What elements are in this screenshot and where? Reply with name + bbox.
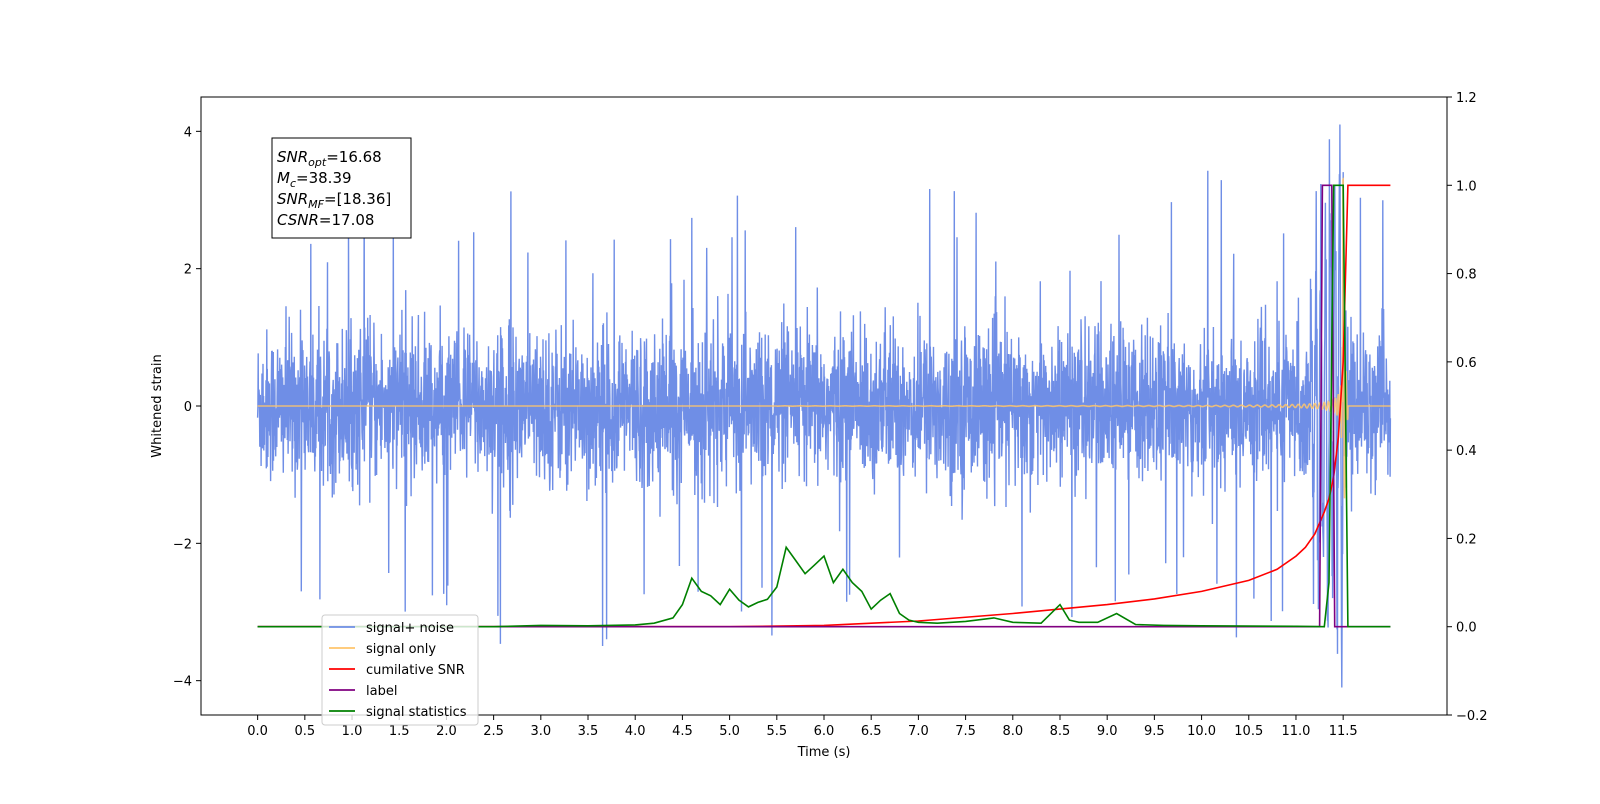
annotation-subscript: MF <box>308 198 324 211</box>
legend-entry-label: signal only <box>366 642 436 657</box>
y-tick-label-left: −4 <box>173 675 192 690</box>
annotation-frame <box>271 137 412 239</box>
y-tick-label-right: 1.2 <box>1456 91 1477 106</box>
y-tick-label-right: 0.8 <box>1456 268 1477 283</box>
annotation-value: =17.08 <box>319 211 375 229</box>
series-line-signal-noise <box>256 124 1392 688</box>
y-tick-label-right: 1.0 <box>1456 179 1477 194</box>
x-tick-label: 10.0 <box>1187 724 1216 739</box>
x-tick-label: 4.5 <box>672 724 693 739</box>
y-tick-label-right: 0.2 <box>1456 532 1477 547</box>
series-line-cumilative-snr <box>257 184 1391 628</box>
x-tick-label: 0.0 <box>247 724 268 739</box>
legend-entry-label: cumilative SNR <box>366 663 465 678</box>
annotation-subscript: opt <box>308 156 327 169</box>
annotation-value: =[18.36] <box>324 190 391 208</box>
x-tick-label: 7.5 <box>955 724 976 739</box>
x-tick-label: 6.5 <box>861 724 882 739</box>
x-tick-label: 2.5 <box>483 724 504 739</box>
x-tick-label: 7.0 <box>908 724 929 739</box>
series-line-label <box>257 184 1391 628</box>
x-axis-label: Time (s) <box>797 745 851 760</box>
legend-entry-label: signal+ noise <box>366 621 454 636</box>
y-axis-left: −4 −2 0 2 4 <box>173 125 201 690</box>
x-tick-label: 0.5 <box>294 724 315 739</box>
y-tick-label-left: −2 <box>173 537 192 552</box>
legend-entry-label: signal statistics <box>366 705 467 720</box>
annotation-value: =16.68 <box>326 148 382 166</box>
y-axis-label-left: Whitened strain <box>150 354 165 457</box>
x-tick-label: 1.0 <box>342 724 363 739</box>
x-tick-label: 2.0 <box>436 724 457 739</box>
annotation-line: CSNR=17.08 <box>277 211 374 229</box>
x-tick-label: 8.5 <box>1050 724 1071 739</box>
x-tick-label: 8.0 <box>1002 724 1023 739</box>
x-tick-label: 11.0 <box>1281 724 1310 739</box>
y-tick-label-right: 0.4 <box>1456 444 1477 459</box>
y-tick-label-right: 0.6 <box>1456 356 1477 371</box>
legend-entry-label: label <box>366 684 397 699</box>
legend-frame <box>321 614 479 726</box>
x-tick-label: 9.5 <box>1144 724 1165 739</box>
x-tick-label: 5.0 <box>719 724 740 739</box>
y-tick-label-left: 2 <box>184 263 192 278</box>
x-tick-label: 10.5 <box>1234 724 1263 739</box>
x-tick-label: 1.5 <box>389 724 410 739</box>
annotation-line: SNRopt=16.68 <box>277 148 382 169</box>
x-tick-label: 4.0 <box>625 724 646 739</box>
annotation-symbol: CSNR <box>277 211 319 229</box>
annotation-line: Mc=38.39 <box>277 169 352 190</box>
annotation-line: SNRMF=[18.36] <box>277 190 391 211</box>
annotation-symbol: SNR <box>277 148 308 166</box>
annotation-symbol: M <box>277 169 290 187</box>
y-tick-label-right: 0.0 <box>1456 621 1477 636</box>
y-axis-right: −0.2 0.0 0.2 0.4 0.6 0.8 1.0 1.2 <box>1447 91 1488 724</box>
annotation-symbol: SNR <box>277 190 308 208</box>
series-line-signal-statistics <box>257 184 1391 628</box>
x-tick-label: 5.5 <box>766 724 787 739</box>
x-tick-label: 11.5 <box>1329 724 1358 739</box>
x-tick-label: 3.0 <box>530 724 551 739</box>
legend: signal+ noise signal only cumilative SNR la… <box>321 614 479 726</box>
annotation-value: =38.39 <box>296 169 352 187</box>
x-axis: 0.0 0.5 1.0 1.5 2.0 2.5 3.0 3.5 4.0 4.5 5.0 5.5 6.0 6… <box>247 715 1358 739</box>
x-tick-label: 6.0 <box>814 724 835 739</box>
x-tick-label: 3.5 <box>578 724 599 739</box>
stats-annotation-box: SNRopt=16.68Mc=38.39SNRMF=[18.36]CSNR=17… <box>271 137 412 239</box>
x-tick-label: 9.0 <box>1097 724 1118 739</box>
y-tick-label-left: 0 <box>184 400 192 415</box>
annotation-subscript: c <box>290 177 296 190</box>
y-tick-label-right: −0.2 <box>1456 709 1488 724</box>
series-line-signal-only <box>257 177 1391 499</box>
y-tick-label-left: 4 <box>184 125 192 140</box>
